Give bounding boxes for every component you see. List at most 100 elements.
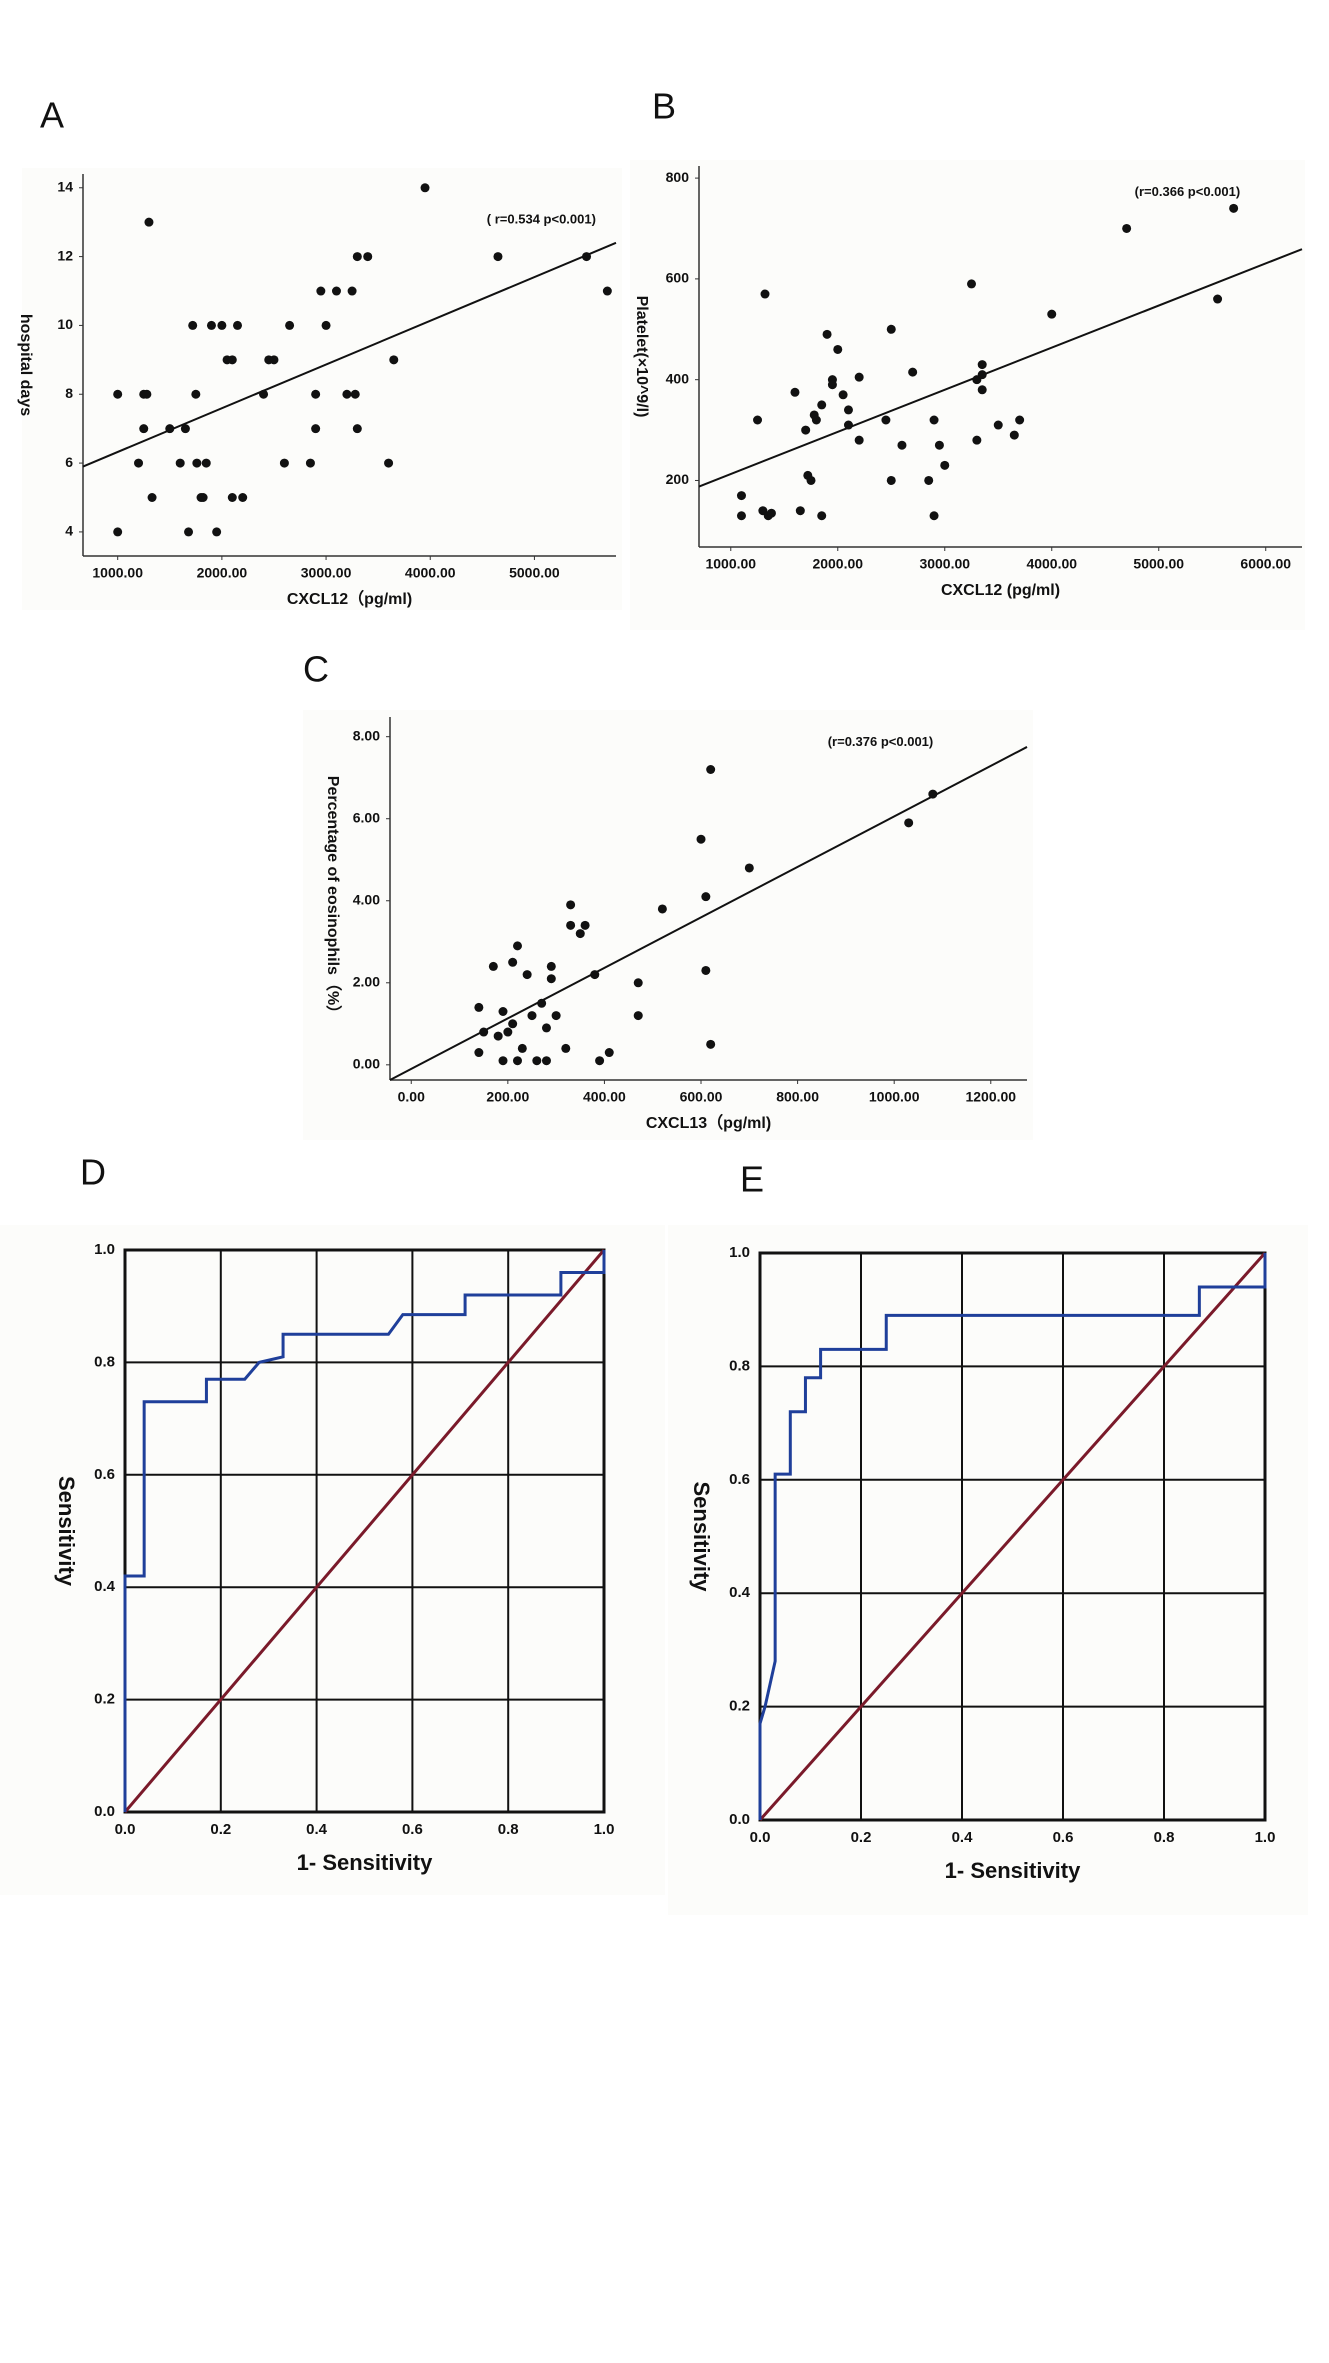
data-point (801, 425, 811, 435)
data-point (238, 492, 248, 502)
data-point (522, 970, 532, 980)
data-point (527, 1011, 537, 1021)
data-point (113, 527, 123, 537)
data-point (924, 475, 934, 485)
x-tick-label: 0.2 (851, 1829, 872, 1846)
y-tick-label: 800 (666, 169, 690, 185)
y-tick-label: 0.0 (729, 1811, 750, 1828)
data-point (929, 415, 939, 425)
y-tick-label: 6 (65, 454, 73, 470)
data-point (201, 458, 211, 468)
data-point (977, 385, 987, 395)
data-point (175, 458, 185, 468)
x-tick-label: 2000.00 (812, 556, 863, 572)
fit-line (698, 248, 1303, 488)
annotation: (r=0.366 p<0.001) (1135, 184, 1241, 199)
data-point (350, 389, 360, 399)
data-point (1213, 294, 1223, 304)
annotation: (r=0.376 p<0.001) (828, 734, 934, 749)
data-point (512, 1056, 522, 1066)
data-point (517, 1043, 527, 1053)
data-point (498, 1056, 508, 1066)
y-tick-label: 10 (57, 316, 73, 332)
panel-scatter: B 1000.00 2000.00 3000.00 4000.00 5000.00 6000… (630, 86, 1305, 630)
data-point (881, 415, 891, 425)
panel-scatter: C 0.00 200.00 400.00 600.00 800.00 1000.00 1200… (303, 649, 1033, 1140)
x-tick-label: 400.00 (583, 1089, 626, 1105)
plot-frame (123, 1248, 606, 1814)
y-tick-label: 6.00 (353, 809, 380, 825)
y-tick-label: 8.00 (353, 727, 380, 743)
data-point (321, 320, 331, 330)
y-tick-label: 2.00 (353, 973, 380, 989)
y-tick-label: 4.00 (353, 891, 380, 907)
x-tick-label: 1.0 (1255, 1829, 1276, 1846)
panel-background (0, 1225, 665, 1895)
y-tick-label: 0.8 (729, 1357, 750, 1374)
data-point (188, 320, 198, 330)
data-point (389, 355, 399, 365)
data-point (833, 344, 843, 354)
y-tick-label: 600 (666, 270, 690, 286)
data-point (897, 440, 907, 450)
data-point (806, 475, 816, 485)
data-point (706, 1039, 716, 1049)
data-point (488, 961, 498, 971)
y-axis-label: Sensitivity (54, 1476, 79, 1587)
data-point (551, 1011, 561, 1021)
data-point (206, 320, 216, 330)
x-tick-label: 1000.00 (869, 1089, 920, 1105)
data-point (1229, 203, 1239, 213)
roc-curve (758, 1252, 1267, 1821)
data-point (331, 286, 341, 296)
data-point (165, 424, 175, 434)
data-point (795, 506, 805, 516)
data-point (142, 389, 152, 399)
data-point (192, 458, 202, 468)
data-point (582, 252, 592, 262)
data-point (736, 511, 746, 521)
x-tick-label: 0.6 (1053, 1829, 1074, 1846)
plot-frame (758, 1251, 1267, 1822)
x-tick-label: 4000.00 (1026, 556, 1077, 572)
data-point (512, 941, 522, 951)
x-tick-label: 2000.00 (197, 565, 248, 581)
data-point (595, 1056, 605, 1066)
data-point (706, 765, 716, 775)
data-point (259, 389, 269, 399)
x-tick-label: 5000.00 (509, 565, 560, 581)
panel-letter: E (740, 1159, 764, 1200)
data-point (227, 492, 237, 502)
data-point (493, 1031, 503, 1041)
data-point (561, 1043, 571, 1053)
data-point (474, 1048, 484, 1058)
data-point (1015, 415, 1025, 425)
data-point (566, 920, 576, 930)
y-tick-label: 12 (57, 247, 73, 263)
y-tick-label: 4 (65, 523, 73, 539)
panel-letter: A (40, 95, 64, 136)
x-tick-label: 0.00 (398, 1089, 425, 1105)
y-axis-label: hospital days (17, 314, 34, 416)
data-point (736, 491, 746, 501)
y-axis-label: Percentage of eosinophils（%） (324, 776, 342, 1021)
data-point (227, 355, 237, 365)
data-point (217, 320, 227, 330)
y-tick-label: 200 (666, 471, 690, 487)
data-point (347, 286, 357, 296)
x-tick-label: 600.00 (680, 1089, 723, 1105)
y-tick-label: 0.6 (94, 1466, 115, 1483)
x-tick-label: 3000.00 (919, 556, 970, 572)
x-tick-label: 0.4 (306, 1821, 328, 1838)
x-axis-label: 1- Sensitivity (297, 1850, 433, 1875)
data-point (532, 1056, 542, 1066)
x-tick-label: 200.00 (486, 1089, 529, 1105)
data-point (546, 961, 556, 971)
data-point (342, 389, 352, 399)
x-tick-label: 3000.00 (301, 565, 352, 581)
panel-background (303, 710, 1033, 1140)
panel-letter: C (303, 649, 329, 690)
data-point (843, 405, 853, 415)
y-tick-label: 0.4 (94, 1578, 116, 1595)
data-point (352, 424, 362, 434)
